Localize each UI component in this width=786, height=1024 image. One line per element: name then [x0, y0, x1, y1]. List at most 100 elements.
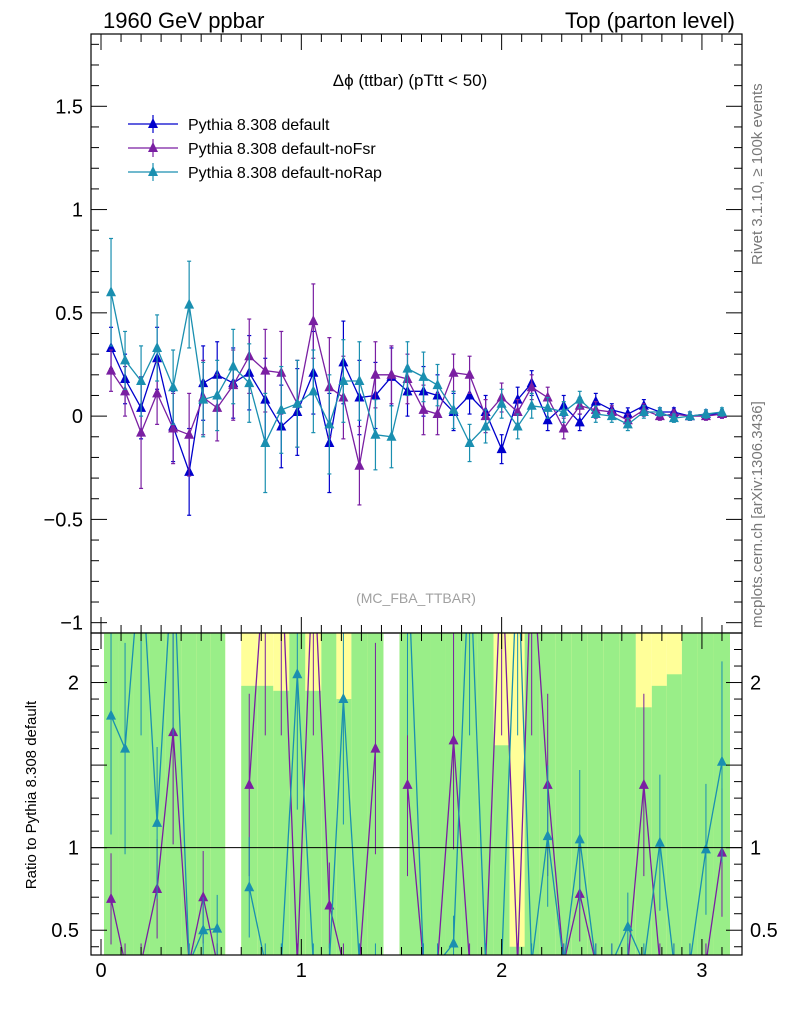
y-tick-label: 1 [72, 200, 83, 222]
data-point [542, 414, 553, 425]
data-point [512, 405, 523, 416]
ratio-point [370, 742, 381, 753]
band-inner [351, 633, 368, 955]
x-tick-label: 0 [95, 960, 106, 982]
data-point [198, 393, 209, 404]
data-point [152, 341, 163, 352]
data-point [244, 377, 255, 388]
ratio-point [622, 920, 633, 931]
data-point [464, 389, 475, 400]
ratio-y-tick-label-left: 1 [68, 838, 79, 860]
band-inner [493, 745, 510, 955]
band-inner [181, 633, 197, 955]
band-inner [477, 633, 494, 955]
data-point [542, 401, 553, 412]
ratio-series-group [106, 633, 727, 955]
data-point [370, 368, 381, 379]
legend-marker [148, 142, 158, 152]
ratio-line [110, 633, 218, 955]
ratio-point [198, 924, 209, 935]
data-point [386, 430, 397, 441]
main-panel: −1 −0.5 0 0.5 1 1.5 (MC_FBA_TTBAR) Δϕ (ttbar)… [44, 33, 743, 635]
data-point [496, 443, 507, 454]
data-point [558, 405, 569, 416]
data-point [590, 408, 601, 419]
series-line [110, 320, 723, 466]
data-point [716, 405, 727, 416]
data-point [292, 397, 303, 408]
data-point [228, 360, 239, 371]
data-point [638, 405, 649, 416]
ratio-frame [90, 632, 743, 956]
ratio-point [338, 693, 349, 704]
data-point [370, 428, 381, 439]
analysis-watermark: (MC_FBA_TTBAR) [356, 590, 476, 606]
chart-title: Δϕ (ttbar) (pTtt < 50) [333, 71, 488, 90]
ratio-point [244, 778, 255, 789]
data-point [152, 387, 163, 398]
data-point [136, 426, 147, 437]
data-point [120, 354, 131, 365]
band-inner [415, 633, 431, 955]
data-point [184, 298, 195, 309]
data-point [480, 420, 491, 431]
ratio-point [106, 892, 117, 903]
ratio-point [120, 742, 131, 753]
data-point [338, 375, 349, 386]
ratio-panel: 0.5 0.5 1 1 2 2 0 1 2 3 Ratio to Pythia 8.308 de… [23, 632, 778, 982]
y-tick-label: 1.5 [55, 96, 83, 118]
ratio-y-tick-label-right: 1 [750, 838, 761, 860]
main-series-group [106, 237, 727, 516]
legend-label: Pythia 8.308 default [188, 117, 330, 134]
header-right: Top (parton level) [565, 8, 735, 33]
band-inner [651, 685, 667, 955]
ratio-point [638, 778, 649, 789]
band-inner [321, 633, 337, 955]
ratio-y-tick-label-left: 2 [68, 673, 79, 695]
series-line [110, 347, 722, 473]
band-inner [210, 633, 226, 955]
data-point [558, 422, 569, 433]
band-inner [555, 633, 572, 955]
x-tick-label: 3 [696, 960, 707, 982]
data-point [354, 459, 365, 470]
data-point [432, 408, 443, 419]
data-point [526, 399, 537, 410]
data-point [622, 418, 633, 429]
data-point [276, 403, 287, 414]
main-y-tick-labels: −1 −0.5 0 0.5 1 1.5 [44, 96, 83, 634]
ratio-ticks [91, 633, 742, 955]
data-point [448, 403, 459, 414]
data-point [324, 418, 335, 429]
data-point [260, 436, 271, 447]
data-point [512, 393, 523, 404]
series-0 [106, 320, 727, 516]
ratio-point [152, 816, 163, 827]
data-point [386, 368, 397, 379]
band-inner [133, 633, 150, 955]
data-point [168, 422, 179, 433]
x-tick-label: 1 [296, 960, 307, 982]
legend-marker [148, 118, 158, 128]
data-point [308, 315, 319, 326]
legend-label: Pythia 8.308 default-noRap [188, 165, 382, 182]
legend: Pythia 8.308 default Pythia 8.308 default… [128, 115, 382, 182]
data-point [354, 375, 365, 386]
data-point [668, 412, 679, 423]
data-point [418, 370, 429, 381]
legend-marker [148, 166, 158, 176]
ratio-y-tick-labels: 0.5 0.5 1 1 2 2 [51, 673, 778, 943]
y-tick-label: −0.5 [44, 509, 83, 531]
ratio-point [700, 843, 711, 854]
ratio-point [448, 937, 459, 948]
data-point [654, 405, 665, 416]
rivet-version-text: Rivet 3.1.10, ≥ 100k events [749, 83, 766, 265]
data-point [590, 395, 601, 406]
band-inner [336, 699, 352, 955]
data-point [432, 379, 443, 390]
ratio-y-tick-label-left: 0.5 [51, 920, 79, 942]
data-point [212, 389, 223, 400]
band-inner [257, 685, 274, 955]
data-point [496, 397, 507, 408]
